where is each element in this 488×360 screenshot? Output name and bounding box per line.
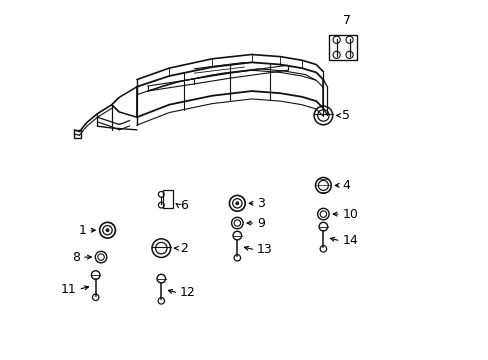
Bar <box>328 35 357 59</box>
Text: 8: 8 <box>72 251 80 264</box>
Circle shape <box>106 229 109 231</box>
Text: 3: 3 <box>257 197 264 210</box>
Text: 7: 7 <box>342 14 350 27</box>
Circle shape <box>235 202 238 205</box>
Text: 2: 2 <box>180 242 187 255</box>
Text: 10: 10 <box>342 208 358 221</box>
Text: 14: 14 <box>342 234 357 247</box>
Text: 6: 6 <box>180 199 187 212</box>
Bar <box>74 130 81 138</box>
Text: 1: 1 <box>79 224 86 237</box>
Text: 11: 11 <box>61 283 77 296</box>
Text: 4: 4 <box>342 179 349 192</box>
Bar <box>163 190 173 208</box>
Text: 9: 9 <box>257 216 264 230</box>
Text: 5: 5 <box>342 109 350 122</box>
Text: 13: 13 <box>257 243 272 256</box>
Text: 12: 12 <box>180 287 195 300</box>
